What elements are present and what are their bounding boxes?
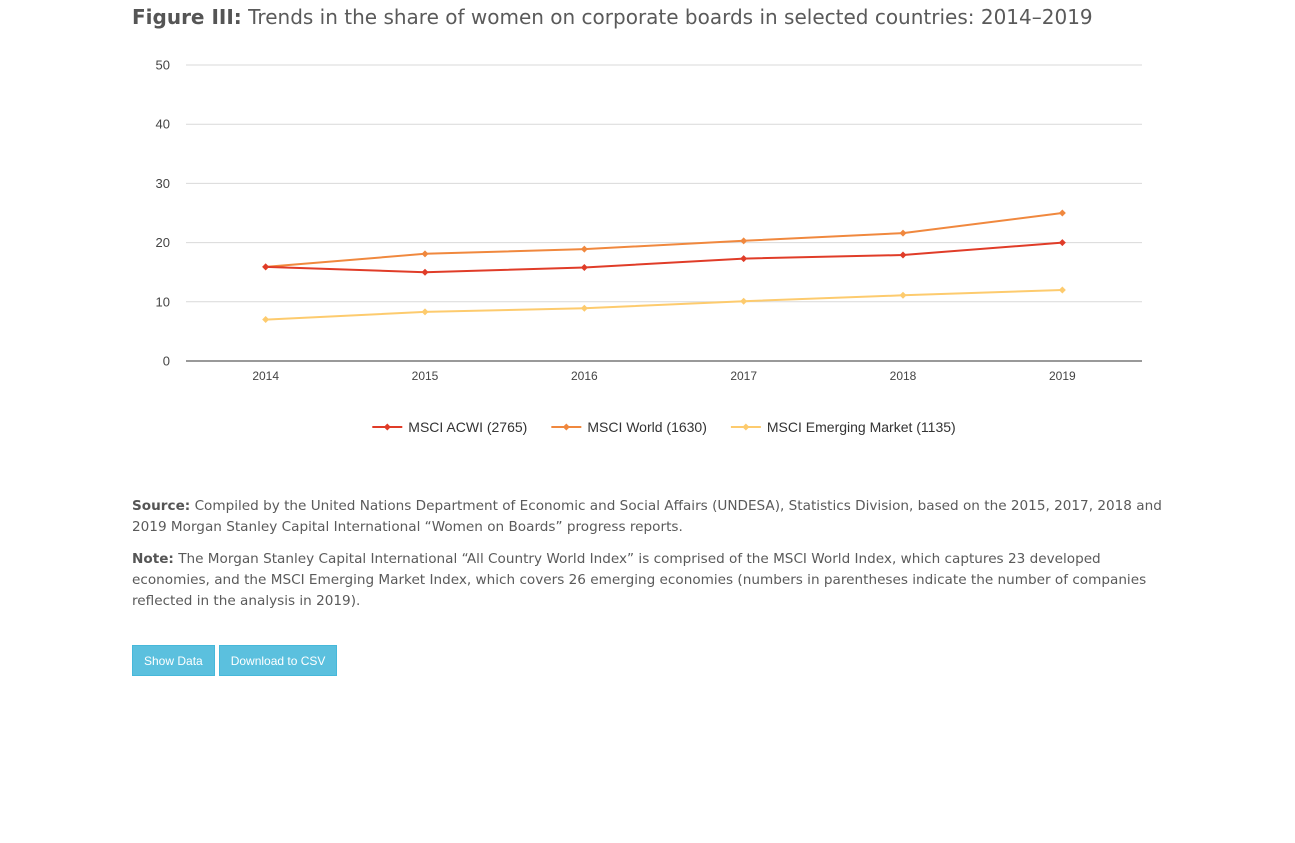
note-text: The Morgan Stanley Capital International… xyxy=(132,551,1147,609)
action-buttons: Show Data Download to CSV xyxy=(132,645,338,676)
source-note: Source: Compiled by the United Nations D… xyxy=(132,496,1162,538)
figure-label: Figure III: xyxy=(132,5,242,29)
data-point-s2-2015 xyxy=(421,250,429,258)
legend-swatch-marker-2 xyxy=(562,423,570,431)
data-point-s1-2016 xyxy=(580,263,588,271)
data-point-s3-2016 xyxy=(580,304,588,312)
y-tick-label-10: 10 xyxy=(156,294,170,309)
data-point-s1-2014 xyxy=(262,263,270,271)
x-tick-label-2017: 2017 xyxy=(730,369,757,383)
legend-swatch-marker-3 xyxy=(742,423,750,431)
legend-label-3: MSCI Emerging Market (1135) xyxy=(767,419,956,435)
data-point-s3-2015 xyxy=(421,308,429,316)
x-tick-label-2016: 2016 xyxy=(571,369,598,383)
data-point-s2-2018 xyxy=(899,229,907,237)
data-point-s3-2017 xyxy=(740,297,748,305)
series-line-3 xyxy=(265,289,1063,321)
download-csv-button[interactable]: Download to CSV xyxy=(218,645,338,676)
x-tick-label-2019: 2019 xyxy=(1049,369,1076,383)
note-label: Note: xyxy=(132,551,174,567)
legend-label-2: MSCI World (1630) xyxy=(587,419,707,435)
y-tick-label-50: 50 xyxy=(156,58,170,73)
note-paragraph: Note: The Morgan Stanley Capital Interna… xyxy=(132,549,1162,612)
data-point-s3-2019 xyxy=(1058,286,1066,294)
data-point-s1-2017 xyxy=(740,255,748,263)
figure-title-text: Trends in the share of women on corporat… xyxy=(248,5,1093,29)
data-point-s1-2015 xyxy=(421,268,429,276)
show-data-button[interactable]: Show Data xyxy=(132,645,215,676)
data-point-s1-2019 xyxy=(1058,239,1066,247)
legend-label-1: MSCI ACWI (2765) xyxy=(408,419,527,435)
data-point-s2-2019 xyxy=(1058,209,1066,217)
data-point-s2-2017 xyxy=(740,237,748,245)
source-text: Compiled by the United Nations Departmen… xyxy=(132,498,1162,535)
figure-notes: Source: Compiled by the United Nations D… xyxy=(132,496,1162,623)
x-tick-label-2014: 2014 xyxy=(252,369,279,383)
data-point-s2-2016 xyxy=(580,245,588,253)
y-tick-label-20: 20 xyxy=(156,235,170,250)
data-point-s3-2018 xyxy=(899,291,907,299)
line-chart: 0 10 20 30 40 50 2014 2015 2016 2017 2018 2019 MSCI … xyxy=(156,58,1142,435)
data-point-s3-2014 xyxy=(262,316,270,324)
legend-swatch-marker-1 xyxy=(383,423,391,431)
series-line-1 xyxy=(265,241,1063,274)
source-label: Source: xyxy=(132,498,191,514)
series-line-2 xyxy=(265,212,1063,268)
y-tick-label-30: 30 xyxy=(156,176,170,191)
y-tick-label-0: 0 xyxy=(163,354,170,369)
x-tick-label-2018: 2018 xyxy=(890,369,917,383)
data-point-s1-2018 xyxy=(899,251,907,259)
figure-title: Figure III: Trends in the share of women… xyxy=(132,5,1093,29)
x-tick-label-2015: 2015 xyxy=(412,369,439,383)
y-tick-label-40: 40 xyxy=(156,117,170,132)
